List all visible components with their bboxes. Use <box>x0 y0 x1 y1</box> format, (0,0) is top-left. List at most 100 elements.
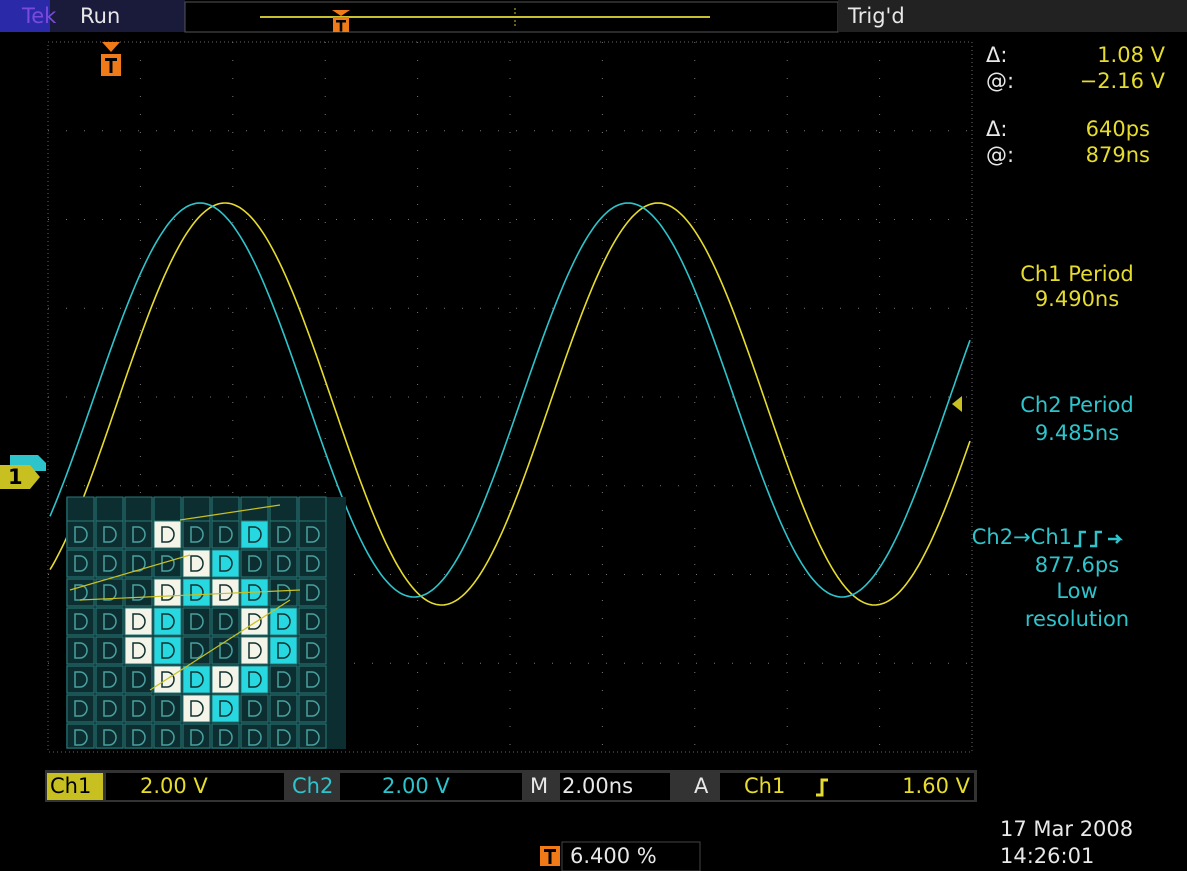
inset-cell <box>125 521 152 548</box>
inset-cell <box>67 550 94 577</box>
measurement-name: Ch2 Period <box>1020 393 1134 417</box>
measurement-name: Ch1 Period <box>1020 262 1134 286</box>
inset-cell <box>270 695 297 722</box>
inset-cell <box>96 579 123 606</box>
timebase-label: M <box>530 774 548 798</box>
inset-cell <box>270 608 297 635</box>
time: 14:26:01 <box>1000 844 1094 868</box>
inset-cell <box>154 550 181 577</box>
trigger-status: Trig'd <box>847 4 905 28</box>
inset-cell <box>67 637 94 664</box>
inset-cell <box>96 666 123 693</box>
inset-cell <box>299 666 326 693</box>
inset-cell <box>154 521 181 548</box>
inset-cell <box>241 695 268 722</box>
inset-cell <box>299 521 326 548</box>
ch1-label: Ch1 <box>50 774 91 798</box>
inset-cell <box>212 497 239 524</box>
inset-cell <box>183 550 210 577</box>
cursor-value: 640ps <box>1086 117 1150 141</box>
measurement-name: Ch2→Ch1 <box>972 525 1072 549</box>
run-state: Run <box>80 4 120 28</box>
inset-cell <box>183 579 210 606</box>
inset-cell <box>212 695 239 722</box>
inset-cell <box>125 497 152 524</box>
inset-cell <box>299 550 326 577</box>
inset-cell <box>96 637 123 664</box>
inset-cell <box>270 666 297 693</box>
inset-cell <box>125 579 152 606</box>
inset-cell <box>96 550 123 577</box>
inset-cell <box>270 579 297 606</box>
inset-cell <box>183 608 210 635</box>
cursor-value: −2.16 V <box>1080 69 1166 93</box>
inset-cell <box>154 666 181 693</box>
inset-cell <box>241 637 268 664</box>
measurement-value: 9.485ns <box>1035 421 1119 445</box>
date: 17 Mar 2008 <box>1000 817 1133 841</box>
inset-cell <box>67 666 94 693</box>
inset-cell <box>154 637 181 664</box>
inset-cell <box>212 608 239 635</box>
inset-cell <box>125 695 152 722</box>
trigger-source: Ch1 <box>744 774 785 798</box>
inset-cell <box>183 521 210 548</box>
measurement-note: Low <box>1056 579 1097 603</box>
inset-cell <box>241 666 268 693</box>
inset-cell <box>183 666 210 693</box>
ch1-scale: 2.00 V <box>140 774 208 798</box>
inset-cell <box>299 497 326 524</box>
trigger-label: A <box>694 774 709 798</box>
inset-cell <box>212 666 239 693</box>
inset-cell <box>154 695 181 722</box>
measurement-note: resolution <box>1025 607 1129 631</box>
inset-cell <box>299 695 326 722</box>
ch2-scale: 2.00 V <box>382 774 450 798</box>
inset-cell <box>154 579 181 606</box>
inset-cell <box>67 695 94 722</box>
inset-cell <box>67 579 94 606</box>
measurement-value: 9.490ns <box>1035 287 1119 311</box>
inset-cell <box>212 521 239 548</box>
inset-cell <box>96 497 123 524</box>
inset-cell <box>154 497 181 524</box>
inset-cell <box>154 608 181 635</box>
cursor-label: @: <box>986 69 1014 93</box>
inset-cell <box>96 608 123 635</box>
trigger-position: 6.400 % <box>570 844 657 868</box>
inset-cell <box>270 550 297 577</box>
inset-cell <box>96 521 123 548</box>
inset-cell <box>183 695 210 722</box>
inset-cell <box>125 608 152 635</box>
inset-cell <box>67 521 94 548</box>
brand: Tek <box>21 4 57 28</box>
cursor-label: Δ: <box>986 43 1007 67</box>
ch1-marker-label: 1 <box>8 465 23 489</box>
inset-cell <box>241 521 268 548</box>
cursor-value: 1.08 V <box>1097 43 1165 67</box>
ch2-label: Ch2 <box>292 774 333 798</box>
inset-cell <box>241 550 268 577</box>
cursor-label: @: <box>986 143 1014 167</box>
inset-cell <box>299 637 326 664</box>
inset-cell <box>212 550 239 577</box>
trigger-level: 1.60 V <box>902 774 970 798</box>
inset-cell <box>299 579 326 606</box>
cursor-label: Δ: <box>986 117 1007 141</box>
inset-cell <box>125 637 152 664</box>
inset-cell <box>270 637 297 664</box>
inset-cell <box>67 497 94 524</box>
inset-cell <box>270 521 297 548</box>
inset-cell <box>125 666 152 693</box>
inset-cell <box>270 497 297 524</box>
inset-cell <box>96 695 123 722</box>
measurement-value: 877.6ps <box>1035 553 1119 577</box>
oscilloscope-screen: Tek Run Trig'd 1 Δ: 1.08 V @: −2.16 V Δ:… <box>0 0 1187 871</box>
cursor-value: 879ns <box>1086 143 1150 167</box>
pixel-artifact <box>66 497 346 749</box>
inset-cell <box>67 608 94 635</box>
inset-cell <box>183 497 210 524</box>
timebase: 2.00ns <box>562 774 633 798</box>
inset-cell <box>299 608 326 635</box>
inset-cell <box>241 608 268 635</box>
